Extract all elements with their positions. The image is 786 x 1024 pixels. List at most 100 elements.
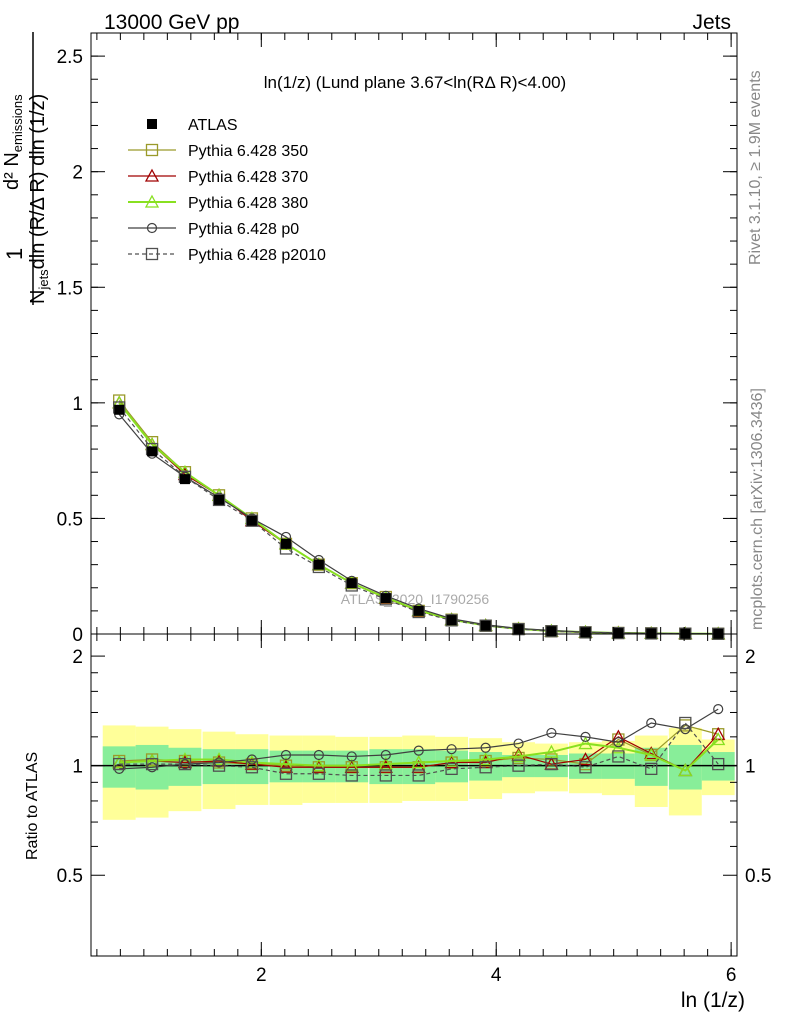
data-point <box>280 538 291 549</box>
data-point <box>311 759 326 773</box>
series-line <box>119 738 719 772</box>
data-point <box>145 757 159 771</box>
data-point <box>212 759 226 772</box>
data-point <box>312 767 326 780</box>
data-point <box>445 614 458 627</box>
data-point <box>213 757 225 768</box>
data-point <box>613 737 624 748</box>
data-point <box>512 622 525 636</box>
ratio-ylabel: Ratio to ATLAS <box>24 752 41 860</box>
data-point <box>678 763 693 777</box>
legend-marker <box>146 222 158 234</box>
data-point <box>346 578 357 589</box>
data-point <box>479 761 492 774</box>
data-point <box>511 749 526 763</box>
data-point <box>644 746 659 760</box>
header-left: 13000 GeV pp <box>104 11 239 34</box>
ratio-y-tick-label-right: 1 <box>745 757 756 778</box>
rivet-label: Rivet 3.1.10, ≥ 1.9M events <box>747 70 764 265</box>
data-point <box>344 759 359 773</box>
data-point <box>545 757 558 771</box>
data-point <box>579 626 592 639</box>
data-point <box>445 762 458 776</box>
data-point <box>578 752 593 766</box>
legend-marker <box>145 247 159 261</box>
data-point <box>413 605 424 616</box>
data-point <box>645 627 658 640</box>
data-point <box>679 716 692 730</box>
data-point <box>114 404 125 415</box>
data-point <box>147 446 158 457</box>
series-line <box>119 722 719 777</box>
uncertainty-band-inner <box>402 749 436 785</box>
axes: 0 0.5 1 1.5 2 2.5 0.5 0.5 1 1 2 2 2 4 6 <box>57 33 771 986</box>
data-point <box>279 767 293 780</box>
ratio-plot <box>91 704 737 820</box>
data-point <box>246 515 257 526</box>
data-point <box>380 593 391 604</box>
y-tick-label: 0 <box>72 625 83 646</box>
x-axis-label: ln (1/z) <box>681 989 745 1012</box>
data-point <box>378 759 393 773</box>
data-point <box>246 754 258 765</box>
data-point <box>713 704 724 715</box>
data-point <box>144 753 160 767</box>
svg-text:d² Nemissions: d² Nemissions <box>1 94 25 190</box>
data-point <box>646 717 657 729</box>
series-pythia-6-428-p0 <box>114 409 724 639</box>
ratio-y-tick-label-right: 0.5 <box>745 866 771 887</box>
legend-label: Pythia 6.428 p2010 <box>188 247 326 264</box>
data-point <box>412 769 425 782</box>
data-point <box>646 628 657 639</box>
ratio-y-tick-label: 1 <box>72 757 83 778</box>
ratio-y-tick-label-right: 2 <box>745 647 756 668</box>
data-point <box>178 757 192 771</box>
data-point <box>613 628 624 639</box>
data-point <box>578 736 593 750</box>
data-point <box>711 732 726 746</box>
data-point <box>411 755 426 769</box>
data-point <box>644 747 659 761</box>
ratio-plot-frame <box>90 633 738 957</box>
data-point <box>612 626 625 640</box>
data-point <box>611 740 626 754</box>
data-point <box>480 742 491 753</box>
data-point <box>245 514 259 527</box>
data-point <box>177 755 193 769</box>
data-point <box>378 756 393 770</box>
data-point <box>512 759 525 772</box>
data-point <box>513 738 524 749</box>
x-tick-label: 4 <box>491 965 502 986</box>
data-point <box>379 769 392 782</box>
data-point <box>212 493 226 507</box>
legend: ATLAS Pythia 6.428 350 Pythia 6.428 370 Pyt… <box>128 117 326 264</box>
data-point <box>313 749 324 761</box>
legend-entry: ATLAS <box>147 117 238 134</box>
legend-entry: Pythia 6.428 370 <box>128 168 308 186</box>
data-point <box>345 769 358 782</box>
series-line <box>119 708 719 770</box>
y-tick-label: 1 <box>72 394 83 415</box>
legend-label: Pythia 6.428 350 <box>188 143 308 160</box>
data-point <box>444 753 459 767</box>
data-point <box>544 744 559 758</box>
legend-label: Pythia 6.428 p0 <box>188 221 299 238</box>
legend-entry: Pythia 6.428 380 <box>128 194 308 212</box>
y-tick-label: 1.5 <box>57 278 83 299</box>
data-point <box>645 762 658 776</box>
data-point <box>344 758 359 772</box>
data-point <box>313 559 324 570</box>
legend-label: ATLAS <box>188 117 238 134</box>
mcplots-label: mcplots.cern.ch [arXiv:1306.3436] <box>749 388 766 630</box>
legend-label: Pythia 6.428 380 <box>188 195 308 212</box>
data-point <box>580 627 591 638</box>
uncertainty-band-inner <box>668 744 702 790</box>
data-point <box>711 726 726 740</box>
watermark: ATLAS_2020_I1790256 <box>341 591 490 607</box>
x-tick-label: 2 <box>256 965 267 986</box>
chart-title: ln(1/z) (Lund plane 3.67<ln(RΔ R)<4.00) <box>264 73 566 92</box>
data-point <box>479 619 492 632</box>
data-point <box>113 757 126 771</box>
data-point <box>112 755 127 769</box>
data-point <box>480 620 491 631</box>
